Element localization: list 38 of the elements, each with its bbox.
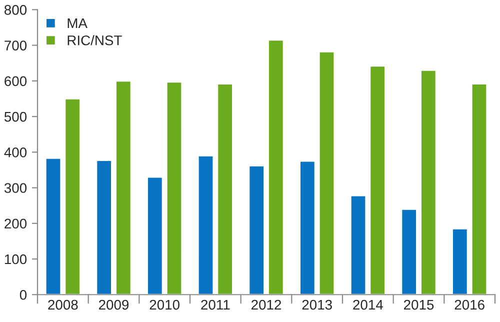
y-tick-label: 700 [4,40,27,50]
x-tick-label: 2015 [404,300,434,310]
bar [420,70,437,295]
y-tick-label: 0 [20,290,27,300]
x-tick-label: 2014 [353,300,383,310]
bar [166,81,183,295]
legend-label: MA [68,18,88,28]
x-tick-label: 2011 [201,300,230,310]
bar [400,208,418,295]
x-tick-label: 2010 [150,300,180,310]
bar [470,83,488,295]
bar [248,164,265,295]
x-tick-label: 2013 [302,300,332,310]
y-tick-label: 200 [4,218,27,229]
bar [318,51,336,295]
y-tick-label: 600 [4,76,27,86]
x-tick-label: 2008 [48,300,78,310]
legend-label: RIC/NST [68,35,122,46]
y-tick-label: 500 [4,112,27,122]
bar [268,39,284,295]
bar [96,160,112,295]
bar [146,176,164,295]
bar [452,228,468,295]
bar [350,194,367,295]
bar [64,98,81,295]
y-tick-label: 300 [4,183,27,193]
bar [216,83,234,295]
bar [299,160,316,295]
y-tick-label: 100 [4,254,27,264]
x-tick-label: 2012 [252,300,282,310]
x-tick-label: 2016 [454,300,484,310]
x-tick-label: 2009 [99,300,129,310]
bar [369,65,386,295]
bar [197,155,214,295]
bar [115,80,132,295]
y-tick-label: 400 [4,147,27,158]
bar [44,158,62,295]
y-tick-label: 800 [4,4,27,15]
